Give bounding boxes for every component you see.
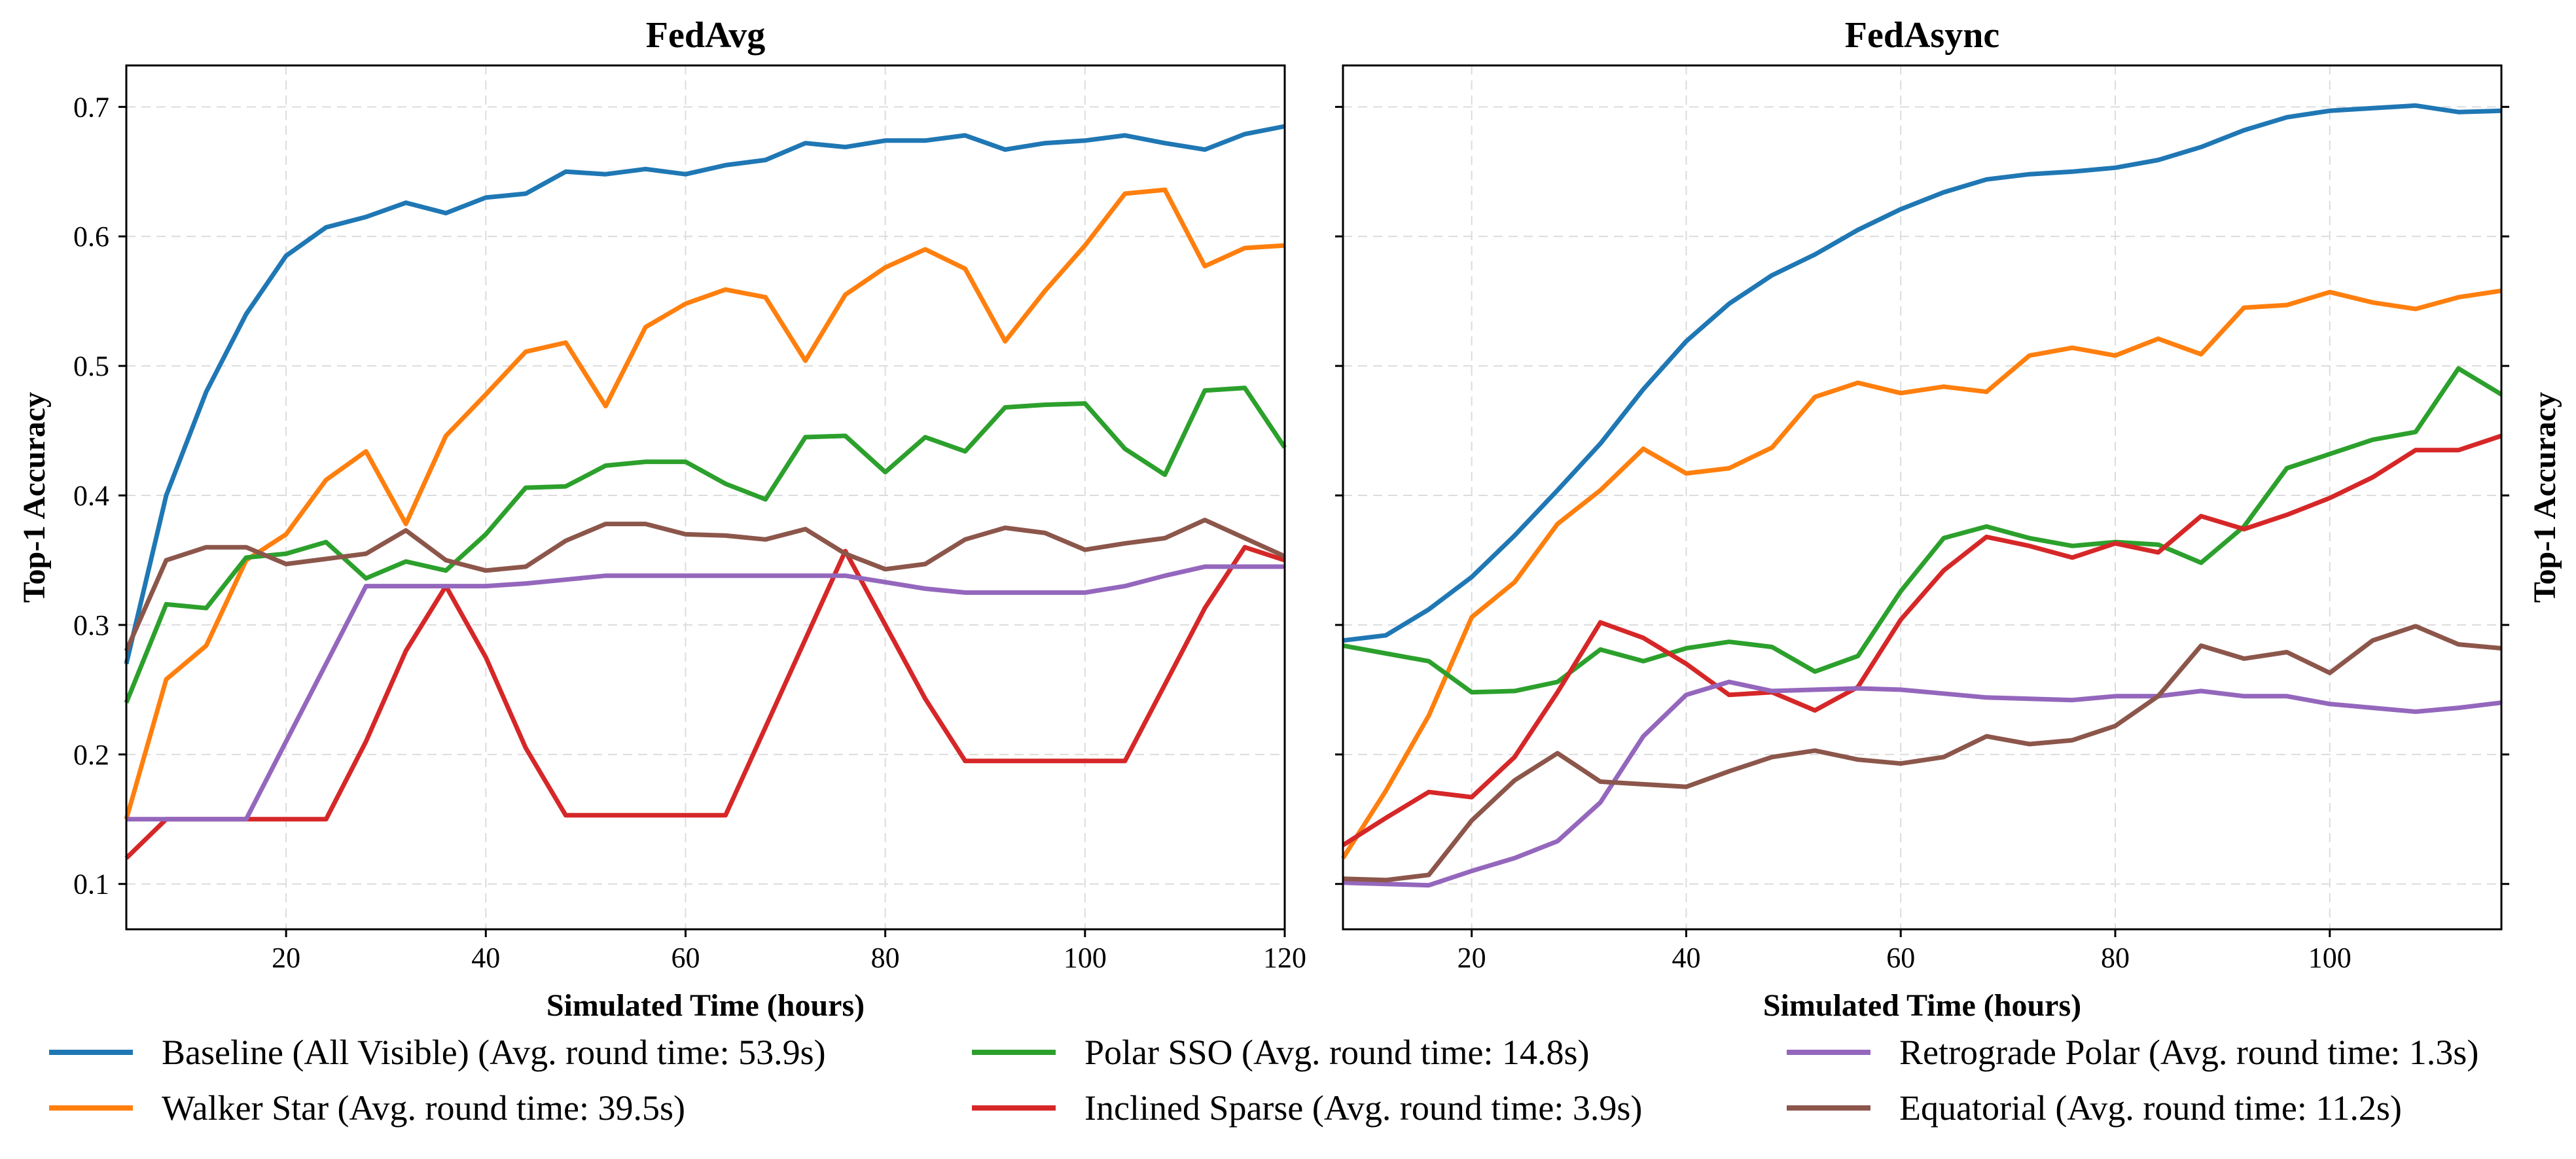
legend-label-retro: Retrograde Polar (Avg. round time: 1.3s) xyxy=(1899,1033,2478,1072)
fedasync-x-tick-label: 80 xyxy=(2101,942,2130,974)
fedavg-series-walker-line xyxy=(124,187,1285,820)
fedavg-x-tick-label: 120 xyxy=(1263,942,1306,974)
fedavg-y-axis-label: Top-1 Accuracy xyxy=(17,392,52,603)
fedasync-x-axis-label: Simulated Time (hours) xyxy=(1763,988,2081,1023)
legend-label-baseline: Baseline (All Visible) (Avg. round time:… xyxy=(162,1033,826,1072)
fedavg-y-tick-label: 0.6 xyxy=(73,221,109,253)
legend-label-inclined: Inclined Sparse (Avg. round time: 3.9s) xyxy=(1084,1088,1642,1128)
legend-label-walker: Walker Star (Avg. round time: 39.5s) xyxy=(162,1088,685,1128)
fedavg-y-ticks: 0.1 0.2 0.3 0.4 0.5 0.6 0.7 xyxy=(73,91,126,900)
fedasync-x-tick-label: 20 xyxy=(1458,942,1486,974)
fedavg-y-tick-label: 0.7 xyxy=(73,91,109,123)
fedavg-grid xyxy=(126,65,1285,929)
fedasync-panel: FedAsync 20 40 60 80 100 Simulated Time (hou… xyxy=(1335,15,2562,1023)
fedavg-x-axis-label: Simulated Time (hours) xyxy=(546,988,865,1023)
legend-label-equatorial: Equatorial (Avg. round time: 11.2s) xyxy=(1899,1088,2402,1128)
fedavg-series-baseline-line xyxy=(124,124,1285,665)
fedavg-x-tick-label: 20 xyxy=(272,942,300,974)
fedasync-lines xyxy=(1341,103,2503,888)
fedavg-series-inclined-line xyxy=(124,544,1286,860)
fedasync-series-walker-line xyxy=(1341,288,2502,860)
fedavg-x-ticks: 20 40 60 80 100 120 xyxy=(272,929,1306,974)
fedasync-x-ticks: 20 40 60 80 100 xyxy=(1458,929,2352,974)
fedavg-lines xyxy=(124,124,1287,860)
fedasync-series-polar-line xyxy=(1342,366,2503,695)
fedavg-y-tick-label: 0.2 xyxy=(73,739,109,771)
fedavg-x-tick-label: 60 xyxy=(671,942,700,974)
fedavg-panel: FedAvg 20 40 60 80 100 120 0.1 0.2 0.3 0.4 0.5 0.6… xyxy=(17,15,1306,1023)
fedavg-series-retro-line xyxy=(126,564,1285,822)
fedavg-x-tick-label: 40 xyxy=(471,942,500,974)
fedavg-y-tick-label: 0.4 xyxy=(73,480,109,512)
legend: Baseline (All Visible) (Avg. round time:… xyxy=(49,1033,2478,1128)
fedasync-series-equatorial-line xyxy=(1342,624,2502,883)
fedavg-plot-frame xyxy=(125,64,1286,931)
fedasync-title: FedAsync xyxy=(1845,15,1999,56)
fedavg-x-tick-label: 100 xyxy=(1064,942,1107,974)
legend-label-polar: Polar SSO (Avg. round time: 14.8s) xyxy=(1084,1033,1589,1072)
fedasync-x-tick-label: 60 xyxy=(1886,942,1915,974)
fedasync-x-tick-label: 40 xyxy=(1672,942,1700,974)
fedasync-series-retro-line xyxy=(1342,679,2502,888)
fedavg-series-polar-line xyxy=(124,385,1287,704)
fedavg-y-tick-label: 0.1 xyxy=(73,868,109,900)
fedavg-series-equatorial-line xyxy=(124,518,1286,652)
fedavg-x-tick-label: 80 xyxy=(871,942,900,974)
fedavg-y-tick-label: 0.3 xyxy=(73,609,109,641)
fedasync-plot-frame xyxy=(1342,64,2503,931)
fedavg-title: FedAvg xyxy=(646,15,766,56)
fedasync-y-axis-label: Top-1 Accuracy xyxy=(2528,392,2562,603)
fedasync-series-inclined-line xyxy=(1342,433,2503,847)
fedasync-x-tick-label: 100 xyxy=(2308,942,2352,974)
fedasync-series-baseline-line xyxy=(1342,103,2502,643)
fedavg-y-tick-label: 0.5 xyxy=(73,350,109,382)
fedasync-y-ticks xyxy=(1335,105,2509,885)
